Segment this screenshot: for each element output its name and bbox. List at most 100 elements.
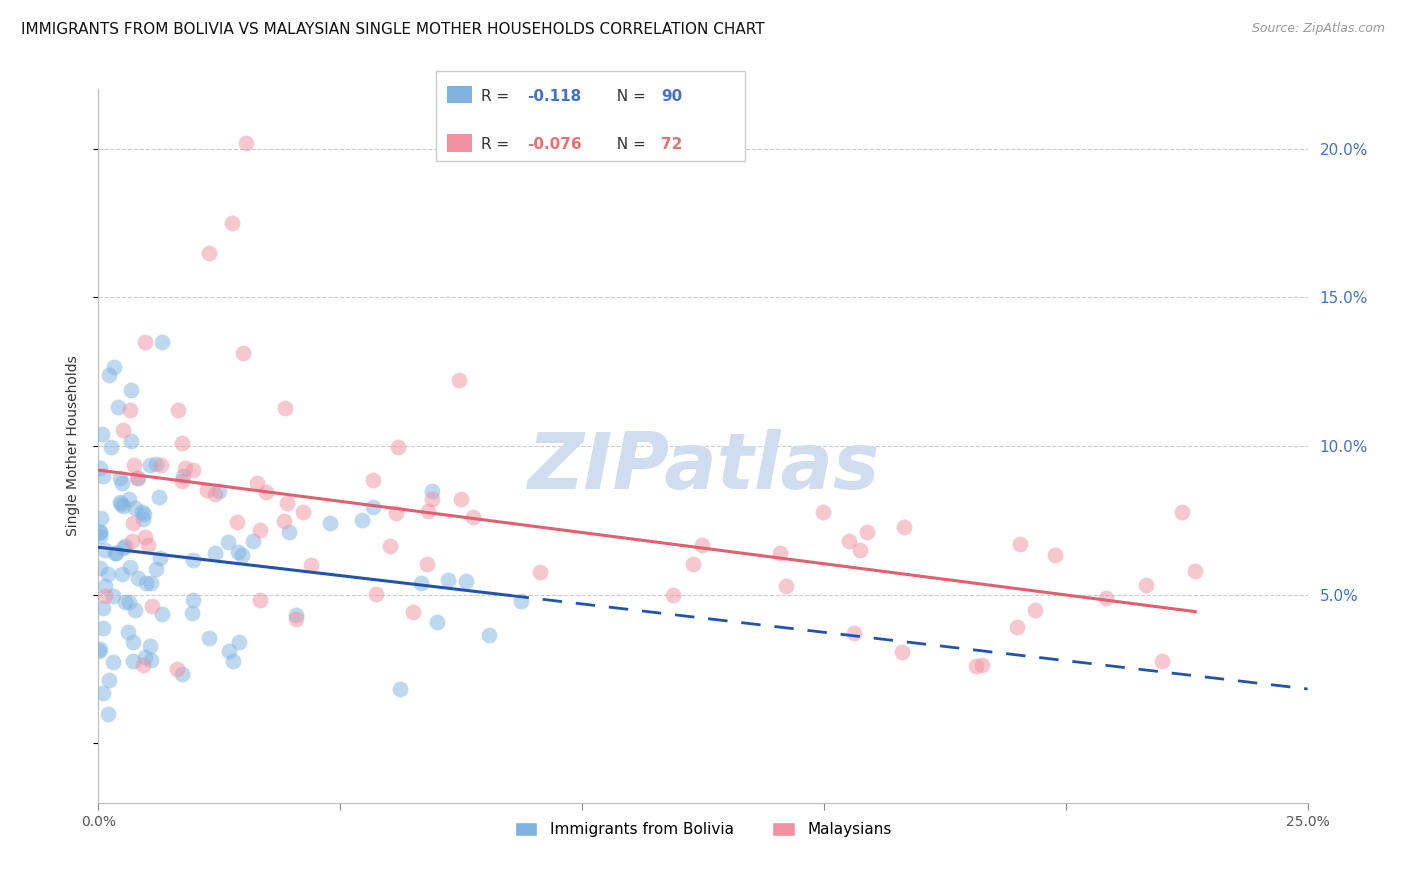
- Point: [1010, 537, 1032, 551]
- Point: [134, 649, 156, 664]
- Point: [93, 686, 115, 700]
- Point: [97, 706, 120, 721]
- Point: [232, 346, 254, 360]
- Point: [254, 484, 277, 499]
- Point: [124, 603, 146, 617]
- Point: [150, 607, 173, 621]
- Point: [91, 621, 114, 635]
- Point: [172, 667, 194, 681]
- Text: 90: 90: [661, 89, 682, 104]
- Point: [856, 524, 879, 539]
- Point: [124, 500, 146, 515]
- Point: [100, 440, 122, 454]
- Point: [101, 589, 124, 603]
- Point: [103, 359, 125, 374]
- Point: [118, 403, 141, 417]
- Point: [890, 645, 912, 659]
- Point: [104, 546, 127, 560]
- Point: [204, 487, 226, 501]
- Legend: Immigrants from Bolivia, Malaysians: Immigrants from Bolivia, Malaysians: [508, 814, 898, 845]
- Text: R =: R =: [481, 89, 519, 104]
- Point: [170, 435, 193, 450]
- Point: [104, 546, 127, 560]
- Point: [299, 558, 322, 572]
- Point: [110, 497, 132, 511]
- Point: [361, 500, 384, 515]
- Point: [274, 401, 297, 415]
- Point: [218, 644, 240, 658]
- Point: [463, 510, 485, 524]
- Point: [97, 673, 120, 687]
- Point: [1005, 620, 1028, 634]
- Point: [93, 579, 115, 593]
- Point: [965, 659, 987, 673]
- Point: [409, 576, 432, 591]
- Point: [141, 599, 163, 613]
- Point: [141, 653, 163, 667]
- Point: [387, 440, 409, 454]
- Y-axis label: Single Mother Households: Single Mother Households: [66, 356, 80, 536]
- Text: Source: ZipAtlas.com: Source: ZipAtlas.com: [1251, 22, 1385, 36]
- Point: [117, 625, 139, 640]
- Point: [221, 216, 243, 230]
- Point: [114, 595, 136, 609]
- Point: [195, 483, 218, 497]
- Point: [1152, 655, 1174, 669]
- Point: [138, 458, 160, 472]
- Point: [204, 546, 226, 560]
- Point: [94, 589, 117, 603]
- Point: [292, 505, 315, 519]
- Point: [811, 505, 834, 519]
- Point: [426, 615, 449, 629]
- Point: [167, 402, 190, 417]
- Point: [690, 538, 713, 552]
- Point: [319, 516, 342, 531]
- Point: [378, 540, 401, 554]
- Point: [225, 515, 247, 529]
- Point: [114, 540, 136, 554]
- Point: [120, 434, 142, 448]
- Point: [91, 426, 114, 441]
- Point: [181, 592, 204, 607]
- Point: [121, 635, 143, 649]
- Point: [121, 654, 143, 668]
- Point: [91, 600, 114, 615]
- Point: [89, 525, 111, 540]
- Point: [1024, 603, 1046, 617]
- Text: R =: R =: [481, 137, 519, 153]
- Point: [1095, 591, 1118, 606]
- Point: [91, 469, 114, 483]
- Point: [276, 496, 298, 510]
- Point: [478, 627, 501, 641]
- Point: [1043, 549, 1066, 563]
- Point: [249, 592, 271, 607]
- Point: [89, 643, 111, 657]
- Point: [285, 607, 308, 622]
- Point: [90, 511, 112, 525]
- Point: [132, 512, 155, 526]
- Point: [1171, 506, 1194, 520]
- Point: [112, 499, 135, 513]
- Point: [226, 545, 249, 559]
- Text: IMMIGRANTS FROM BOLIVIA VS MALAYSIAN SINGLE MOTHER HOUSEHOLDS CORRELATION CHART: IMMIGRANTS FROM BOLIVIA VS MALAYSIAN SIN…: [21, 22, 765, 37]
- Point: [150, 458, 173, 473]
- Point: [97, 566, 120, 581]
- Point: [122, 516, 145, 530]
- Point: [111, 566, 134, 581]
- Point: [181, 553, 204, 567]
- Point: [97, 368, 120, 382]
- Text: ZIPatlas: ZIPatlas: [527, 429, 879, 506]
- Point: [416, 504, 439, 518]
- Point: [198, 245, 221, 260]
- Point: [139, 639, 162, 653]
- Point: [456, 574, 478, 589]
- Point: [420, 491, 443, 506]
- Point: [181, 463, 204, 477]
- Point: [838, 533, 860, 548]
- Point: [172, 469, 194, 483]
- Point: [124, 458, 146, 473]
- Point: [769, 546, 792, 560]
- Point: [94, 542, 117, 557]
- Point: [420, 483, 443, 498]
- Point: [893, 520, 915, 534]
